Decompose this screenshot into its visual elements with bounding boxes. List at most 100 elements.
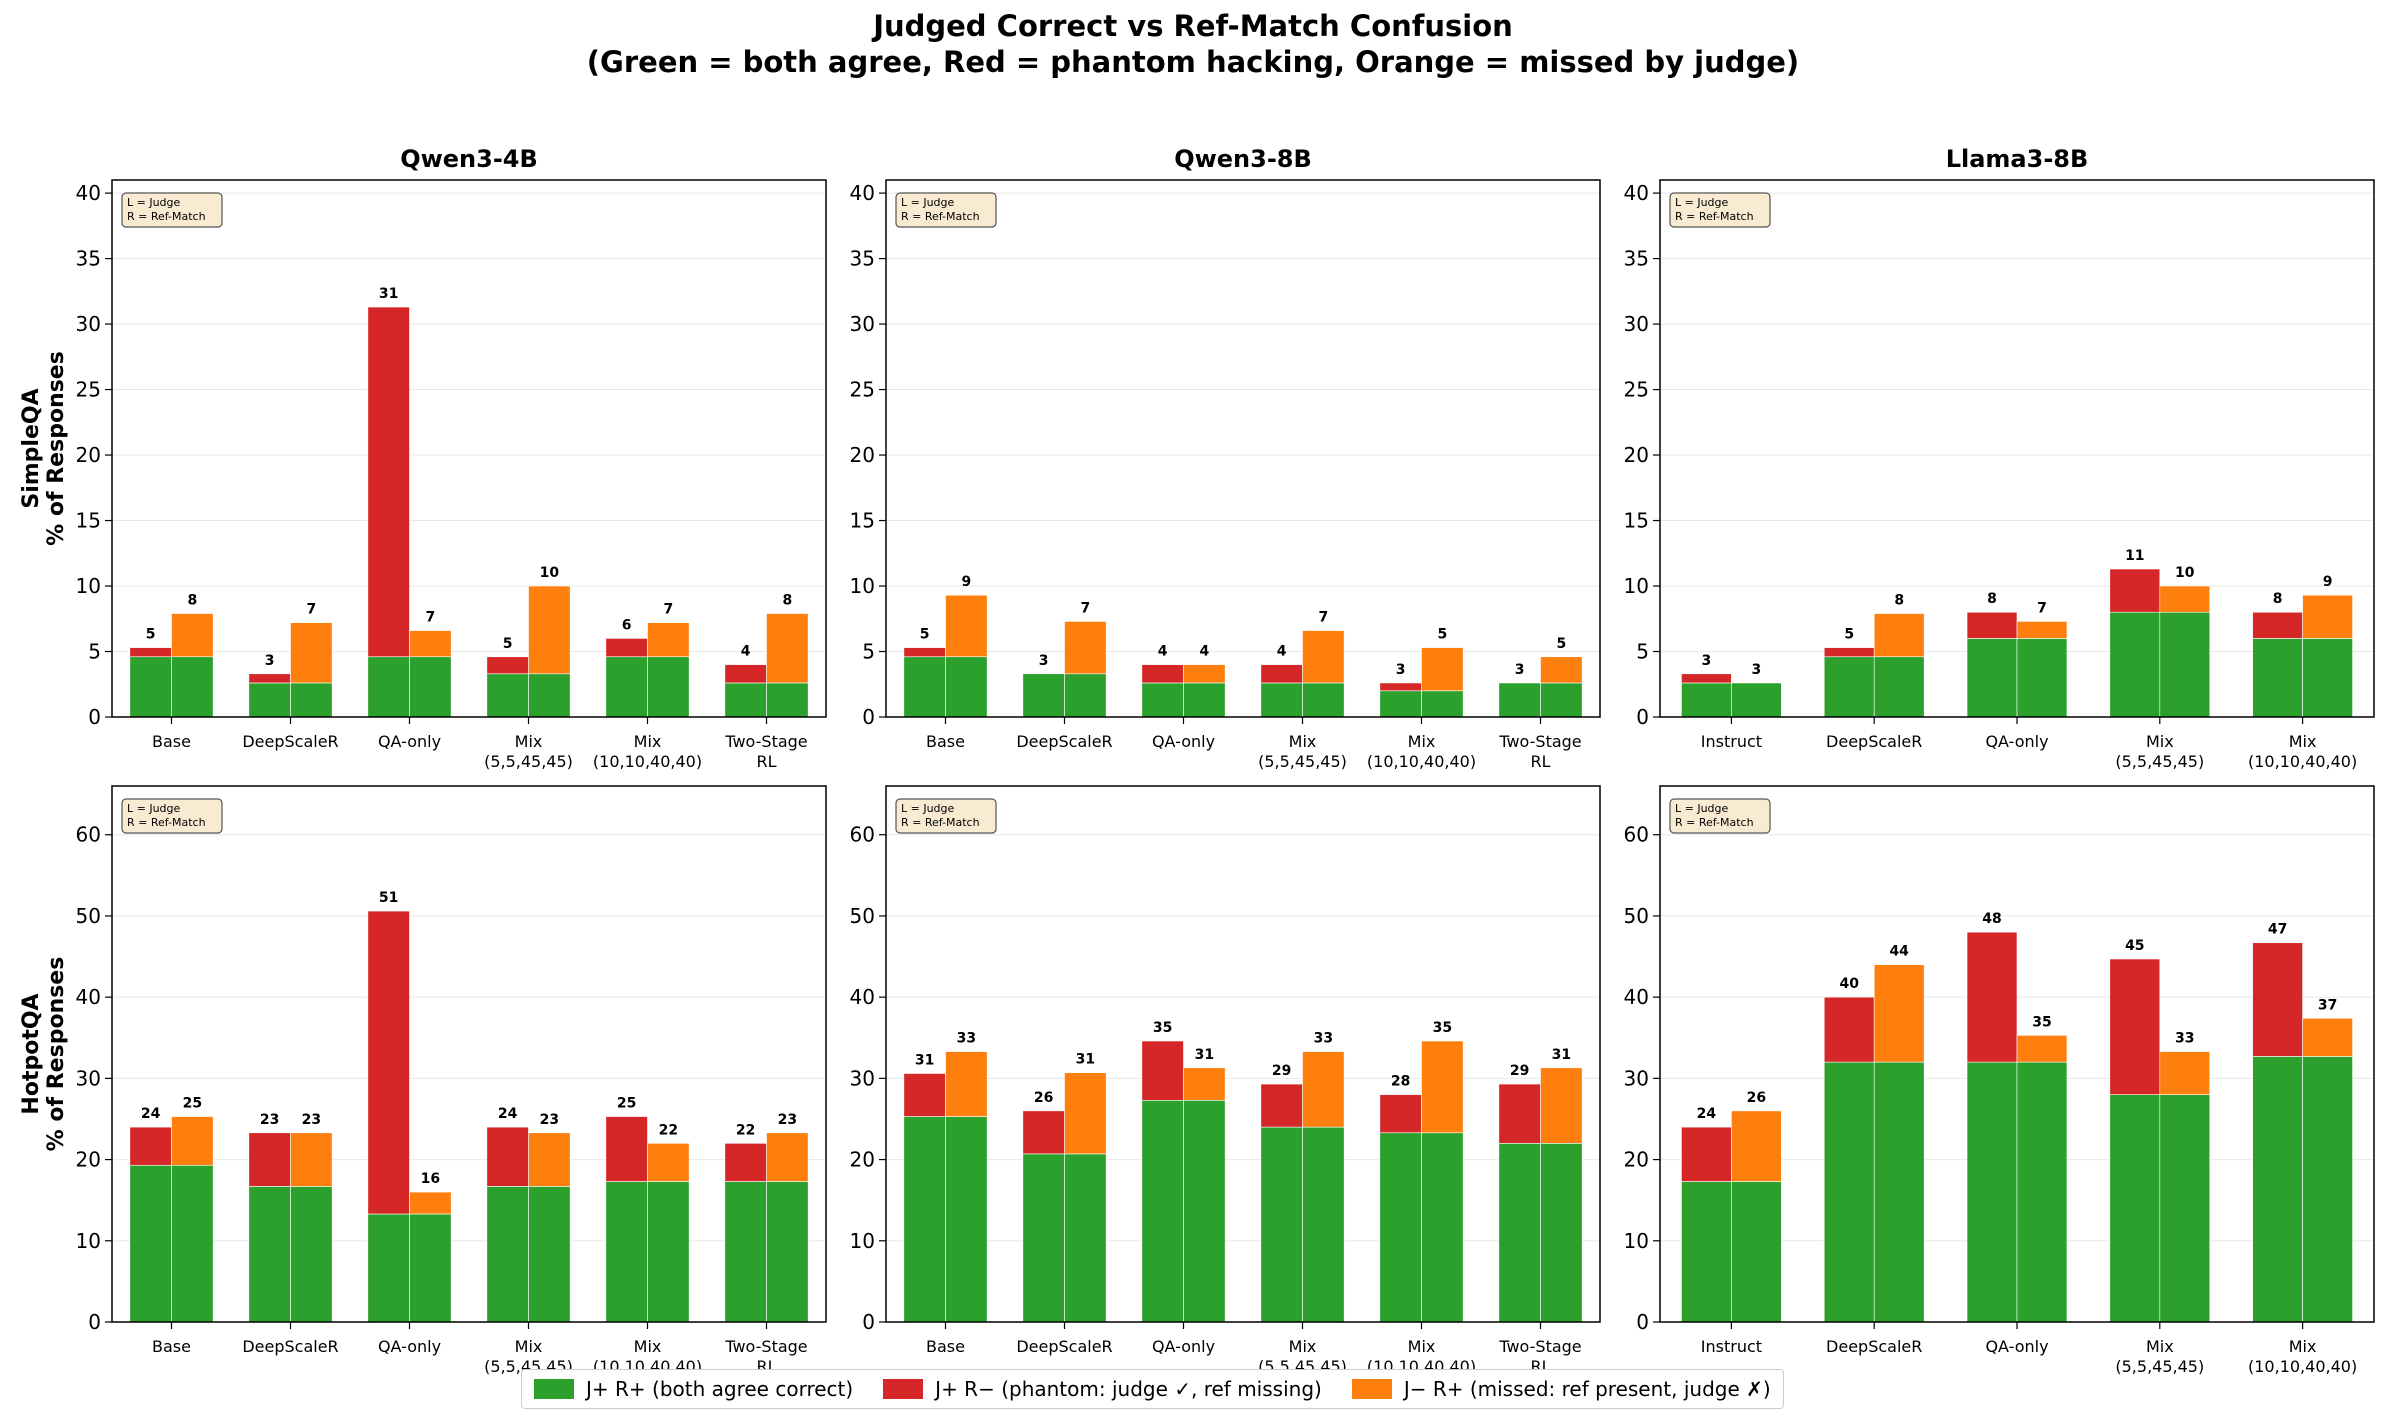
y-tick-label: 20 [850,443,875,467]
data-label-ref: 7 [2037,600,2047,616]
data-label-ref: 33 [2175,1031,2194,1047]
data-label-ref: 23 [778,1112,797,1128]
y-tick-label: 20 [76,443,101,467]
bar-judge-agree [129,1164,172,1323]
bar-judge-agree [367,656,410,718]
y-tick-label: 0 [1636,1310,1649,1334]
bar-judge-phantom [903,1073,946,1117]
data-label-judge: 29 [1272,1063,1291,1079]
data-label-ref: 31 [1552,1047,1571,1063]
data-label-ref: 8 [782,593,792,609]
x-tick-label: DeepScaleR [242,732,338,751]
y-tick-label: 5 [1636,640,1649,664]
note-judge-text: L = Judge [1675,802,1729,815]
bar-judge-phantom [1379,1094,1422,1134]
note-ref-text: R = Ref-Match [1675,816,1754,829]
y-tick-label: 50 [1624,904,1649,928]
bar-ref-missed [290,1132,333,1187]
bar-judge-agree [2109,611,2161,718]
data-label-ref: 8 [187,593,197,609]
bar-ref-missed [2159,585,2211,613]
note-ref-text: R = Ref-Match [127,816,206,829]
y-tick-label: 5 [862,640,875,664]
data-label-ref: 23 [302,1112,321,1128]
data-label-judge: 25 [617,1096,636,1112]
bar-ref-agree [945,656,988,718]
data-label-judge: 3 [1396,662,1406,678]
x-tick-label: Mix (10,10,40,40) [593,732,702,771]
bar-ref-agree [2302,638,2353,718]
panel-title: Qwen3-4B [400,145,538,173]
bar-ref-missed [1302,630,1345,684]
bar-judge-agree [1260,1126,1303,1323]
bar-judge-phantom [248,1132,291,1187]
x-tick-label: QA-only [378,732,441,751]
bar-ref-missed [1873,613,1925,658]
data-label-ref: 7 [1080,600,1090,616]
bar-judge-phantom [1260,1083,1303,1128]
y-tick-label: 15 [850,509,875,533]
data-label-ref: 26 [1747,1090,1766,1106]
data-label-judge: 47 [2268,922,2287,938]
data-label-judge: 31 [915,1052,934,1068]
bar-judge-agree [2109,1094,2161,1323]
bar-ref-agree [171,1164,214,1323]
y-tick-label: 50 [76,904,101,928]
data-label-judge: 3 [1039,653,1049,669]
y-tick-label: 40 [850,985,875,1009]
bar-ref-missed [2159,1051,2211,1095]
data-label-ref: 31 [1076,1052,1095,1068]
x-tick-label: Instruct [1701,732,1762,751]
axes-frame [885,785,1601,1323]
bar-judge-phantom [1681,1126,1732,1182]
x-tick-label: Mix (5,5,45,45) [2115,1337,2204,1376]
data-label-judge: 5 [1844,627,1854,643]
y-tick-label: 35 [850,247,875,271]
y-tick-label: 10 [76,1229,101,1253]
bar-ref-missed [171,613,214,658]
y-tick-label: 5 [88,640,101,664]
data-label-ref: 33 [1314,1031,1333,1047]
y-tick-label: 0 [1636,705,1649,729]
bar-ref-agree [766,1181,809,1323]
legend-item-missed: J− R+ (missed: ref present, judge ✗) [1351,1377,1771,1401]
legend-swatch-red [883,1379,924,1399]
y-axis-label: HotpotQA% of Responses [19,957,69,1152]
bar-ref-agree [1183,682,1226,718]
data-label-judge: 29 [1510,1063,1529,1079]
bar-ref-missed [1540,656,1583,684]
bar-ref-missed [1064,1072,1107,1155]
bar-judge-phantom [367,306,410,658]
bar-ref-missed [1421,647,1464,692]
bar-ref-agree [528,1186,571,1323]
bar-judge-phantom [1823,647,1875,658]
y-tick-label: 60 [76,823,101,847]
bar-ref-agree [1540,1143,1583,1323]
bar-judge-phantom [724,1143,767,1182]
y-tick-label: 30 [1624,312,1649,336]
bar-judge-phantom [2109,958,2161,1095]
y-tick-label: 20 [1624,443,1649,467]
y-tick-label: 35 [1624,247,1649,271]
note-judge-text: L = Judge [1675,196,1729,209]
note-box [121,192,223,228]
data-label-judge: 22 [736,1122,755,1138]
data-label-ref: 10 [540,565,560,581]
x-tick-label: DeepScaleR [1016,1337,1112,1356]
bar-ref-agree [647,1181,690,1323]
bar-ref-agree [1731,682,1782,718]
y-tick-label: 30 [1624,1066,1649,1090]
bar-judge-agree [1141,1099,1184,1323]
data-label-judge: 11 [2125,548,2144,564]
x-tick-label: Mix (5,5,45,45) [2115,732,2204,771]
bar-ref-missed [2016,1035,2068,1063]
bar-ref-agree [1302,682,1345,718]
x-tick-label: Instruct [1701,1337,1762,1356]
legend-label-missed: J− R+ (missed: ref present, judge ✗) [1403,1377,1771,1401]
legend-swatch-orange [1351,1379,1392,1399]
bar-ref-missed [2302,594,2353,639]
bar-judge-phantom [1141,664,1184,684]
y-tick-label: 30 [850,312,875,336]
bar-judge-phantom [1966,931,2018,1063]
bar-judge-phantom [2252,942,2303,1057]
